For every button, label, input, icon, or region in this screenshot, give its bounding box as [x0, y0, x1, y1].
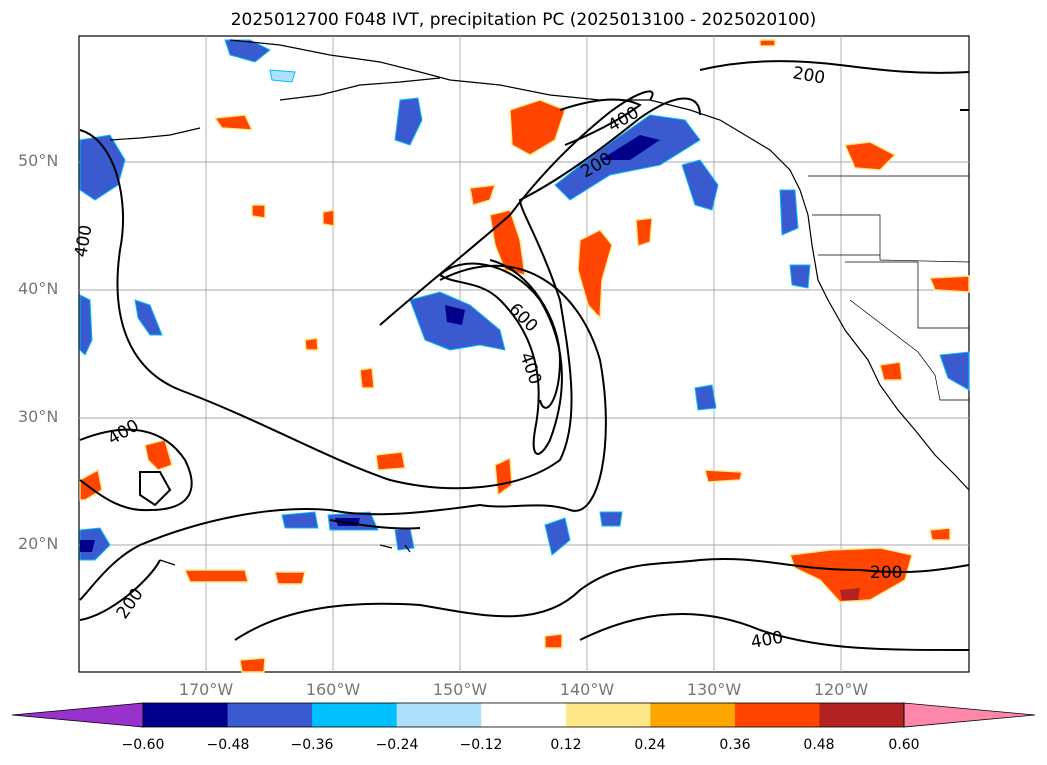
- colorbar-tick: 0.48: [803, 737, 835, 753]
- colorbar-tick: −0.48: [206, 737, 250, 753]
- colorbar-tick: 0.24: [634, 737, 666, 753]
- colorbar-swatch: [312, 703, 398, 727]
- lon-label: 140°W: [559, 680, 615, 699]
- colorbar-tick: −0.12: [459, 737, 503, 753]
- state-borders: [808, 175, 970, 401]
- colorbar: [11, 702, 1036, 728]
- lat-label: 20°N: [18, 534, 59, 553]
- colorbar-swatch: [565, 703, 651, 727]
- colorbar-tick: −0.36: [290, 737, 334, 753]
- graticule: [79, 36, 969, 672]
- colorbar-extend-high: [903, 702, 1036, 728]
- ivt-contours: [79, 60, 970, 651]
- lat-label: 40°N: [18, 279, 59, 298]
- colorbar-tick: 0.36: [719, 737, 751, 753]
- precip-negative-areas: [79, 39, 970, 561]
- colorbar-tick: 0.12: [550, 737, 582, 753]
- colorbar-swatch: [227, 703, 313, 727]
- colorbar-swatch: [481, 703, 567, 727]
- colorbar-swatch: [734, 703, 820, 727]
- colorbar-swatch: [650, 703, 736, 727]
- lon-label: 160°W: [305, 680, 361, 699]
- lon-label: 120°W: [813, 680, 869, 699]
- lat-label: 50°N: [18, 151, 59, 170]
- colorbar-tick: −0.24: [375, 737, 419, 753]
- colorbar-swatch: [396, 703, 482, 727]
- colorbar-tick: 0.60: [888, 737, 920, 753]
- contour-label: 200: [870, 563, 902, 583]
- lat-label: 30°N: [18, 407, 59, 426]
- coastlines: [109, 39, 970, 566]
- colorbar-swatch: [819, 703, 905, 727]
- precip-positive-areas: [79, 39, 970, 673]
- lon-label: 130°W: [686, 680, 742, 699]
- colorbar-extend-low: [11, 702, 144, 728]
- colorbar-tick: −0.60: [121, 737, 165, 753]
- lon-label: 150°W: [432, 680, 488, 699]
- lon-label: 170°W: [178, 680, 234, 699]
- map-title: 2025012700 F048 IVT, precipitation PC (2…: [230, 10, 817, 30]
- colorbar-swatch: [143, 703, 229, 727]
